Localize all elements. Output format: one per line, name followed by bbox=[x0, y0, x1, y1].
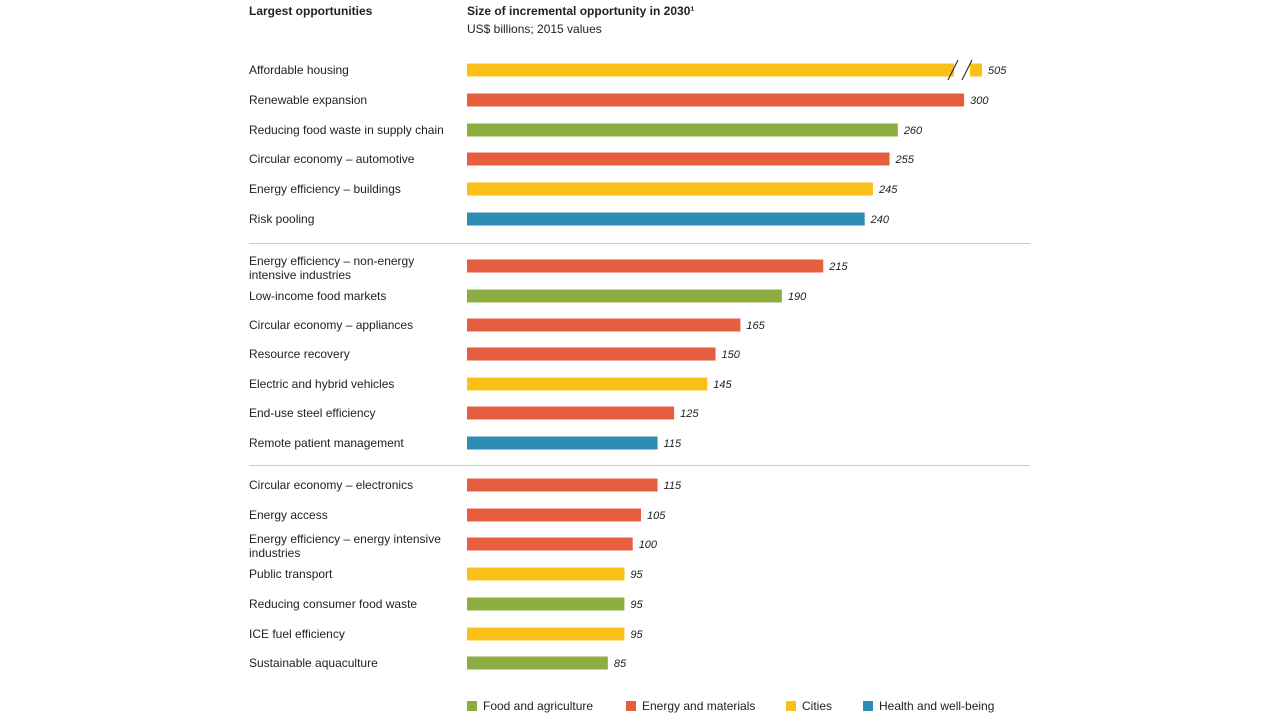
bar bbox=[467, 377, 708, 391]
category-label: Resource recovery bbox=[249, 347, 350, 361]
category-label: Low-income food markets bbox=[249, 289, 386, 303]
value-label: 245 bbox=[878, 184, 898, 196]
category-label: Remote patient management bbox=[249, 436, 404, 450]
value-label: 260 bbox=[903, 125, 923, 137]
value-label: 190 bbox=[788, 291, 807, 303]
category-label: Affordable housing bbox=[249, 63, 349, 77]
bar bbox=[467, 152, 890, 166]
value-label: 95 bbox=[630, 599, 643, 611]
category-label: Sustainable aquaculture bbox=[249, 656, 378, 670]
legend-label-cities: Cities bbox=[802, 699, 832, 713]
column-header-opportunities: Largest opportunities bbox=[249, 4, 373, 18]
bar bbox=[467, 318, 741, 332]
legend-swatch-energy bbox=[626, 701, 636, 711]
axis-break-mark bbox=[961, 59, 973, 81]
value-label: 505 bbox=[988, 65, 1007, 77]
value-label: 215 bbox=[828, 261, 848, 273]
category-label: End-use steel efficiency bbox=[249, 406, 376, 420]
category-label: Reducing food waste in supply chain bbox=[249, 123, 444, 137]
value-label: 125 bbox=[680, 408, 699, 420]
bar bbox=[467, 289, 782, 303]
value-label: 85 bbox=[614, 658, 627, 670]
bar bbox=[467, 656, 608, 670]
value-label: 115 bbox=[664, 480, 682, 492]
category-label: Circular economy – electronics bbox=[249, 478, 413, 492]
value-label: 95 bbox=[630, 629, 643, 641]
bar bbox=[467, 182, 873, 196]
bar bbox=[467, 93, 965, 107]
category-label: Risk pooling bbox=[249, 212, 314, 226]
value-label: 240 bbox=[870, 214, 890, 226]
category-label: Energy efficiency – energy intensive indu… bbox=[249, 532, 441, 560]
bar bbox=[467, 478, 658, 492]
category-label: Circular economy – appliances bbox=[249, 318, 413, 332]
value-label: 100 bbox=[639, 539, 658, 551]
category-label: Circular economy – automotive bbox=[249, 152, 415, 166]
value-label: 150 bbox=[722, 349, 741, 361]
category-label: ICE fuel efficiency bbox=[249, 627, 345, 641]
category-label: Renewable expansion bbox=[249, 93, 367, 107]
value-label: 255 bbox=[895, 154, 915, 166]
category-label: Energy efficiency – buildings bbox=[249, 182, 401, 196]
legend-label-energy: Energy and materials bbox=[642, 699, 755, 713]
legend: Food and agriculture Energy and materials… bbox=[467, 699, 994, 713]
legend-label-health: Health and well-being bbox=[879, 699, 994, 713]
bar bbox=[467, 63, 982, 77]
bar bbox=[467, 537, 633, 551]
bar bbox=[467, 347, 716, 361]
axis-break-mark bbox=[947, 59, 959, 81]
bar bbox=[467, 406, 675, 420]
category-label: Energy access bbox=[249, 508, 328, 522]
bar bbox=[467, 436, 658, 450]
bar bbox=[467, 627, 625, 641]
bar bbox=[467, 212, 865, 226]
legend-swatch-health bbox=[863, 701, 873, 711]
category-label: Reducing consumer food waste bbox=[249, 597, 417, 611]
bars-layer: Affordable housing 505 Renewable expansion… bbox=[249, 58, 1030, 670]
legend-label-food: Food and agriculture bbox=[483, 699, 593, 713]
chart-title: Size of incremental opportunity in 2030¹ bbox=[467, 4, 694, 18]
bar bbox=[467, 597, 625, 611]
bar bbox=[467, 508, 641, 522]
chart-subtitle: US$ billions; 2015 values bbox=[467, 22, 602, 36]
value-label: 165 bbox=[746, 320, 765, 332]
value-label: 95 bbox=[630, 569, 643, 581]
axis-break-gap bbox=[954, 58, 970, 82]
category-label: Public transport bbox=[249, 567, 333, 581]
value-label: 300 bbox=[970, 95, 989, 107]
category-label: Electric and hybrid vehicles bbox=[249, 377, 394, 391]
value-label: 115 bbox=[664, 438, 682, 450]
category-label: Energy efficiency – non-energy intensive … bbox=[249, 254, 414, 282]
bar bbox=[467, 123, 898, 137]
value-label: 145 bbox=[713, 379, 732, 391]
legend-swatch-cities bbox=[786, 701, 796, 711]
bar bbox=[467, 567, 625, 581]
legend-swatch-food bbox=[467, 701, 477, 711]
bar bbox=[467, 259, 824, 273]
value-label: 105 bbox=[647, 510, 666, 522]
